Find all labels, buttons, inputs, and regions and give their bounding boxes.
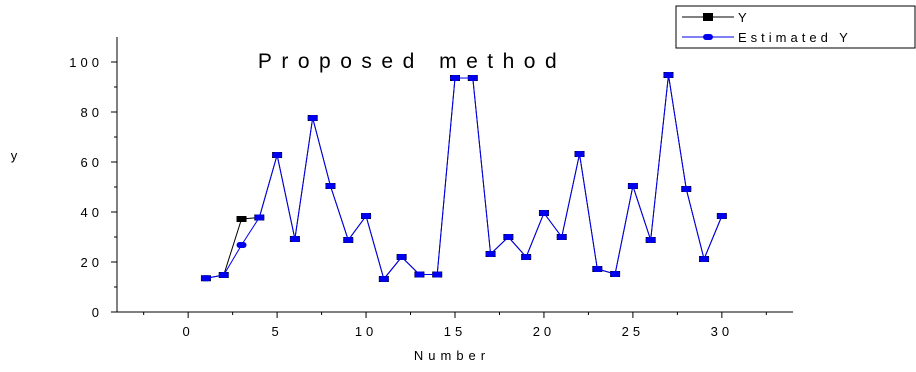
series-y: [200, 72, 727, 282]
legend-frame: [675, 5, 916, 49]
data-point-circle: [627, 183, 638, 189]
data-point-circle: [681, 186, 692, 192]
legend: Y Estimated Y: [675, 5, 916, 49]
data-point-circle: [218, 272, 229, 278]
data-point-circle: [538, 210, 549, 216]
data-point-circle: [325, 183, 336, 189]
legend-label: Y: [738, 10, 751, 25]
data-point-circle: [450, 75, 460, 81]
data-point-circle: [254, 214, 265, 221]
series-layer: [200, 72, 727, 282]
data-point-circle: [343, 237, 354, 243]
data-point-circle: [645, 237, 656, 243]
data-point-circle: [485, 251, 496, 257]
data-point-circle: [236, 242, 247, 248]
data-point-square: [236, 216, 247, 222]
series-estimated-y: [200, 72, 727, 282]
x-tick-label: 30: [711, 324, 733, 339]
data-point-circle: [272, 152, 283, 158]
data-point-circle: [574, 151, 585, 157]
data-point-circle: [432, 271, 443, 278]
y-tick-label: 20: [81, 255, 103, 270]
x-tick-label: 20: [533, 324, 555, 339]
legend-marker-square: [703, 13, 713, 21]
data-point-circle: [610, 271, 621, 277]
data-point-circle: [521, 254, 532, 260]
data-point-circle: [307, 115, 318, 121]
legend-item: Estimated Y: [682, 30, 852, 45]
data-point-circle: [716, 213, 727, 219]
data-point-circle: [556, 234, 567, 240]
axes: 0 5 10 15 20 25 30 0 20 40 60 80 100: [69, 37, 793, 339]
x-tick-label: 10: [355, 324, 377, 339]
data-point-circle: [200, 275, 211, 282]
series-line: [205, 74, 723, 281]
data-point-circle: [361, 213, 372, 219]
series-line: [205, 74, 723, 281]
data-point-circle: [699, 256, 710, 262]
x-tick-label: 5: [271, 324, 282, 339]
legend-label: Estimated Y: [738, 30, 852, 45]
data-point-circle: [592, 266, 603, 272]
y-axis-label: y: [11, 148, 18, 163]
data-point-circle: [378, 276, 389, 282]
legend-marker-circle: [703, 34, 713, 40]
data-point-circle: [503, 234, 514, 240]
data-point-circle: [467, 75, 478, 81]
y-tick-label: 40: [81, 205, 103, 220]
y-tick-label: 100: [69, 55, 103, 70]
data-point-circle: [414, 271, 425, 278]
chart-title: Proposed method: [258, 50, 566, 73]
x-tick-label: 25: [622, 324, 644, 339]
y-tick-label: 0: [92, 305, 103, 320]
data-point-circle: [289, 236, 300, 242]
x-tick-label: 15: [444, 324, 466, 339]
x-tick-label: 0: [183, 324, 194, 339]
legend-item: Y: [682, 10, 751, 25]
y-tick-label: 80: [81, 105, 103, 120]
x-axis-label: Number: [414, 348, 490, 363]
y-tick-label: 60: [81, 155, 103, 170]
data-point-circle: [663, 72, 674, 78]
data-point-circle: [396, 254, 407, 260]
